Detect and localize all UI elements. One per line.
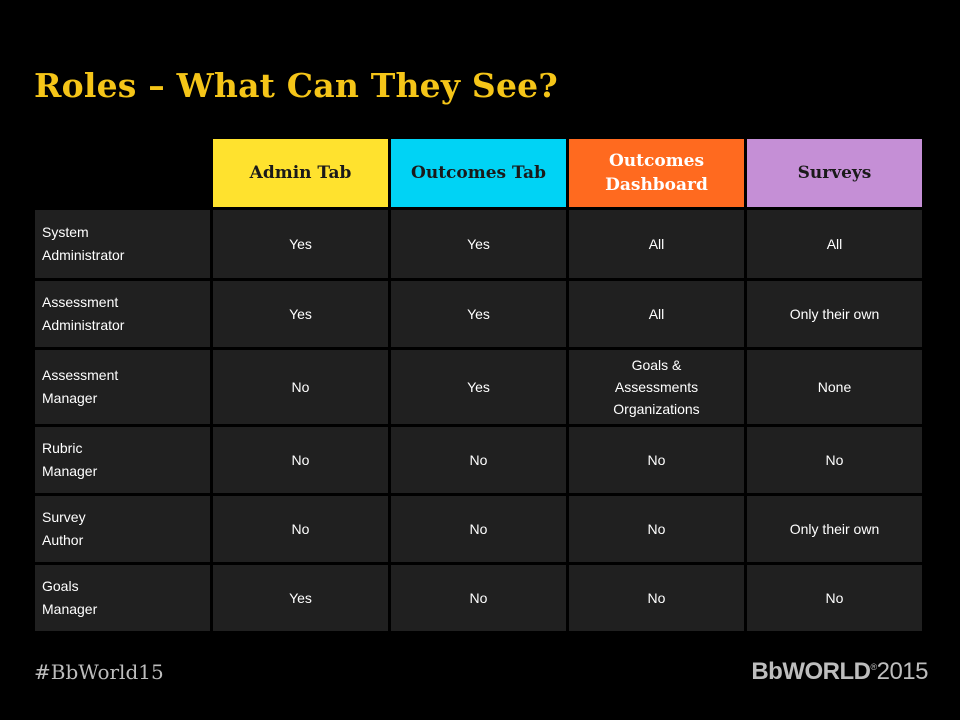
role-label: Survey Author (35, 496, 210, 562)
table-cell: Yes (391, 281, 566, 347)
table-row: Rubric Manager No No No No (35, 427, 922, 493)
table-cell: No (391, 427, 566, 493)
roles-table: Admin Tab Outcomes Tab Outcomes Dashboar… (32, 136, 925, 634)
table-row: Goals Manager Yes No No No (35, 565, 922, 631)
table-cell: Only their own (747, 496, 922, 562)
logo-trademark: ® (870, 662, 877, 672)
table-cell: All (747, 210, 922, 278)
table-cell: No (569, 565, 744, 631)
hashtag: #BbWorld15 (34, 660, 164, 684)
table-cell: No (569, 427, 744, 493)
table-row: System Administrator Yes Yes All All (35, 210, 922, 278)
header-outcomes-dashboard: Outcomes Dashboard (569, 139, 744, 207)
role-label: Rubric Manager (35, 427, 210, 493)
table-row: Assessment Administrator Yes Yes All Onl… (35, 281, 922, 347)
table-cell: Yes (391, 350, 566, 424)
table-cell: Yes (213, 210, 388, 278)
table-cell: No (747, 565, 922, 631)
header-surveys: Surveys (747, 139, 922, 207)
role-label: Assessment Administrator (35, 281, 210, 347)
table-cell: No (391, 496, 566, 562)
logo-year: 2015 (876, 658, 929, 685)
table-cell: Goals & Assessments Organizations (569, 350, 744, 424)
header-row: Admin Tab Outcomes Tab Outcomes Dashboar… (35, 139, 922, 207)
table-cell: Yes (213, 281, 388, 347)
bbworld-logo: BbWORLD®2015 (751, 658, 928, 686)
table-cell: Yes (213, 565, 388, 631)
table-cell: No (747, 427, 922, 493)
logo-brand: BbWORLD (751, 658, 871, 685)
role-label: Assessment Manager (35, 350, 210, 424)
table-cell: Only their own (747, 281, 922, 347)
table-cell: Yes (391, 210, 566, 278)
role-label: System Administrator (35, 210, 210, 278)
table-cell: No (213, 496, 388, 562)
table-cell: No (213, 350, 388, 424)
header-admin-tab: Admin Tab (213, 139, 388, 207)
header-outcomes-tab: Outcomes Tab (391, 139, 566, 207)
table-cell: All (569, 281, 744, 347)
header-corner (35, 139, 210, 207)
slide-title: Roles – What Can They See? (34, 66, 558, 105)
table-cell: No (213, 427, 388, 493)
table-cell: No (391, 565, 566, 631)
table-row: Assessment Manager No Yes Goals & Assess… (35, 350, 922, 424)
table-cell: None (747, 350, 922, 424)
table-row: Survey Author No No No Only their own (35, 496, 922, 562)
table-cell: All (569, 210, 744, 278)
role-label: Goals Manager (35, 565, 210, 631)
table-cell: No (569, 496, 744, 562)
